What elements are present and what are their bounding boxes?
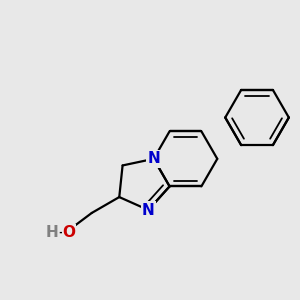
Text: -: - bbox=[58, 223, 64, 241]
Text: N: N bbox=[147, 151, 160, 166]
Text: H: H bbox=[46, 225, 58, 240]
Text: O: O bbox=[63, 225, 76, 240]
Text: N: N bbox=[142, 202, 155, 217]
